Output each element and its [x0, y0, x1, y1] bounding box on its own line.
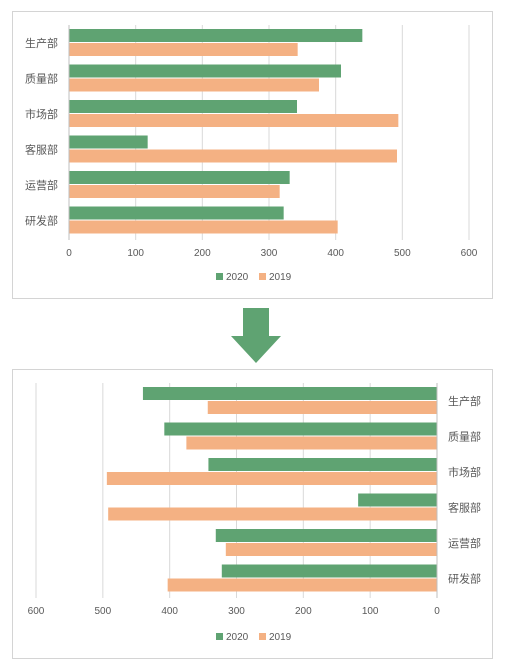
tick-label-400: 400 [327, 248, 344, 259]
down-arrow-shape [231, 308, 281, 363]
bar-2019-5 [69, 220, 338, 234]
bar-2019-2 [69, 114, 399, 127]
legend-swatch-2020 [216, 633, 223, 640]
bar-2019-4 [69, 185, 280, 198]
category-label: 质量部 [448, 430, 481, 444]
bar-2020-4 [215, 529, 437, 542]
category-label: 客服部 [448, 501, 481, 515]
tick-label-100: 100 [127, 248, 144, 259]
category-label: 研发部 [25, 214, 58, 228]
bar-2019-1 [186, 436, 437, 450]
bar-2020-1 [164, 422, 437, 436]
tick-label-500: 500 [394, 248, 411, 259]
bar-2019-3 [69, 149, 397, 163]
bar-2020-0 [142, 387, 437, 400]
bar-2020-2 [69, 100, 297, 113]
bar-2020-2 [208, 458, 437, 471]
category-label: 生产部 [25, 36, 58, 50]
category-label: 市场部 [25, 107, 58, 121]
bar-2020-5 [221, 564, 437, 578]
bar-2019-5 [167, 578, 437, 592]
category-label: 研发部 [448, 572, 481, 586]
tick-label-200: 200 [295, 606, 312, 617]
tick-label-300: 300 [261, 248, 278, 259]
tick-label-0: 0 [66, 248, 72, 259]
tick-label-200: 200 [194, 248, 211, 259]
bar-2020-5 [69, 206, 284, 220]
category-label: 质量部 [25, 72, 58, 86]
legend-label-2019: 2019 [269, 272, 292, 283]
bar-2019-3 [108, 507, 438, 521]
legend-label-2019: 2019 [269, 632, 292, 643]
category-label: 市场部 [448, 465, 481, 479]
bar-2020-3 [358, 493, 437, 507]
legend-swatch-2019 [259, 273, 266, 280]
bar-2019-1 [69, 78, 319, 92]
tick-label-600: 600 [28, 606, 45, 617]
bar-2020-0 [69, 29, 363, 42]
bar-2020-4 [69, 171, 290, 184]
bar-2020-1 [69, 64, 341, 78]
category-label: 运营部 [25, 178, 58, 192]
category-label: 运营部 [448, 536, 481, 550]
category-label: 生产部 [448, 394, 481, 408]
chart-top: 生产部质量部市场部客服部运营部研发部 0 100 200 300 400 500 600 202… [12, 11, 493, 299]
tick-label-100: 100 [362, 606, 379, 617]
tick-label-400: 400 [161, 606, 178, 617]
bar-2019-0 [69, 43, 298, 56]
legend-swatch-2020 [216, 273, 223, 280]
tick-label-0: 0 [434, 606, 440, 617]
legend-label-2020: 2020 [226, 632, 249, 643]
tick-label-500: 500 [94, 606, 111, 617]
bar-2019-4 [225, 543, 437, 556]
bar-2019-2 [106, 472, 438, 485]
category-label: 客服部 [25, 143, 58, 157]
chart-bottom: 生产部质量部市场部客服部运营部研发部 0 100 200 300 400 500 600 202… [12, 369, 493, 659]
tick-label-600: 600 [461, 248, 478, 259]
bar-2020-3 [69, 135, 148, 149]
legend-swatch-2019 [259, 633, 266, 640]
legend-label-2020: 2020 [226, 272, 249, 283]
bar-2019-0 [207, 401, 437, 414]
tick-label-300: 300 [228, 606, 245, 617]
down-arrow-svg [231, 308, 281, 363]
down-arrow-icon [231, 308, 281, 363]
